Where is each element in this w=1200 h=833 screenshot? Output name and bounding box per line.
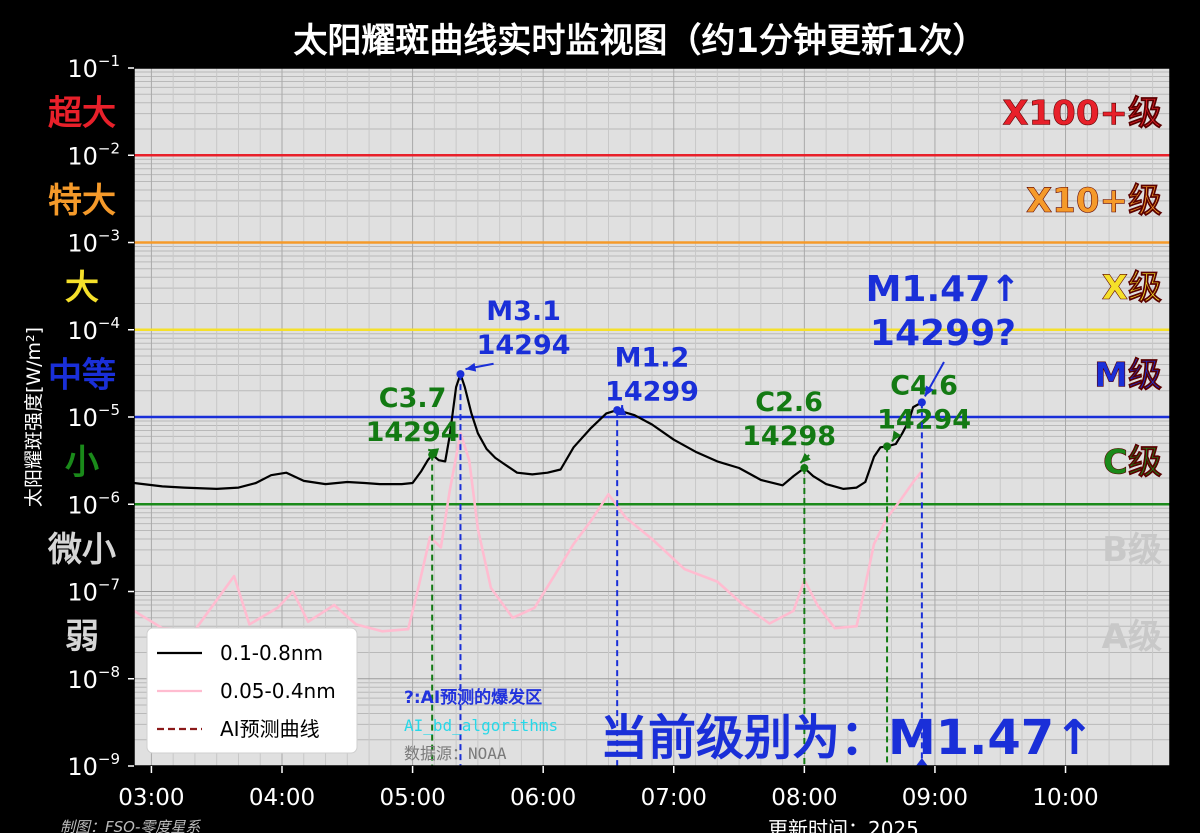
y-axis-label: 太阳耀斑强度[W/m²] xyxy=(23,327,45,507)
flare-arrow-head xyxy=(924,385,934,397)
series-layer xyxy=(133,373,923,633)
legend-box xyxy=(146,627,358,754)
flare-peak-marker xyxy=(456,370,465,379)
left-class-label: 微小 xyxy=(47,530,116,570)
flare-arrow-head xyxy=(800,452,811,464)
current-flare-tick xyxy=(915,758,928,766)
x-tick-label: 03:00 xyxy=(118,785,184,811)
x-tick-label: 06:00 xyxy=(510,785,576,811)
left-class-label: 弱 xyxy=(65,617,99,657)
current-flare-class: M1.47↑ xyxy=(866,269,1021,310)
x-tick-label: 05:00 xyxy=(379,785,445,811)
flare-class-label: C3.7 xyxy=(379,383,447,414)
right-class-label: M级 xyxy=(1094,355,1162,395)
right-class-labels: X100+级 X10+级 X级 M级 C级 B级 A级 xyxy=(1002,93,1162,657)
footer-maker: 制图：FSO-零度星系 xyxy=(60,818,201,833)
flare-class-label: M1.2 xyxy=(615,343,690,374)
current-flare-marker xyxy=(917,398,926,407)
y-tick-label: 10−7 xyxy=(67,576,120,607)
series-line xyxy=(133,432,923,633)
right-class-label: C级 xyxy=(1103,443,1162,483)
flare-peak-marker xyxy=(800,464,809,473)
flare-peak-marker xyxy=(883,442,892,451)
left-class-label: 小 xyxy=(65,443,99,483)
y-tick-label: 10−9 xyxy=(67,750,120,781)
credit-note: AI_bd_algorithms xyxy=(404,716,558,735)
right-class-label: X级 xyxy=(1102,268,1162,308)
flare-region-label: 14294 xyxy=(477,330,571,361)
source-note: 数据源：NOAA xyxy=(404,744,507,763)
flare-class-label: M3.1 xyxy=(486,296,561,327)
x-tick-label: 10:00 xyxy=(1032,785,1098,811)
right-class-label: X10+级 xyxy=(1026,181,1162,221)
flare-arrow-head xyxy=(465,362,477,372)
legend-label: 0.05-0.4nm xyxy=(220,679,336,703)
threshold-lines xyxy=(134,154,1170,506)
series-line xyxy=(133,373,923,490)
right-class-label: X100+级 xyxy=(1002,94,1162,134)
left-class-label: 大 xyxy=(65,268,99,308)
left-class-label: 超大 xyxy=(48,94,116,134)
flare-arrow-head xyxy=(428,448,440,457)
footer-updated: 更新时间：2025 xyxy=(768,817,919,833)
flare-region-label: 14294 xyxy=(877,404,971,435)
chart-title: 太阳耀斑曲线实时监视图（约1分钟更新1次） xyxy=(293,21,986,61)
flare-arrow-head xyxy=(617,405,627,416)
y-tick-label: 10−5 xyxy=(67,401,120,432)
left-class-label: 特大 xyxy=(48,181,116,221)
current-flare-region: 14299? xyxy=(870,313,1016,354)
flare-class-label: C4.6 xyxy=(890,370,958,401)
flare-class-label: C2.6 xyxy=(755,387,823,418)
x-tick-label: 08:00 xyxy=(771,785,837,811)
y-tick-label: 10−2 xyxy=(67,139,120,170)
y-axis: 10−1 10−2 10−3 10−4 10−5 10−6 10−7 10−8 10−9 xyxy=(67,52,134,781)
left-class-label: 中等 xyxy=(48,355,116,395)
flare-region-label: 14298 xyxy=(742,421,836,452)
y-tick-label: 10−6 xyxy=(67,488,120,519)
right-class-label: A级 xyxy=(1102,617,1162,657)
current-level-note: 当前级别为：M1.47↑ xyxy=(600,710,1094,766)
legend: 0.1-0.8nm 0.05-0.4nm AI预测曲线 xyxy=(146,627,358,754)
legend-label: AI预测曲线 xyxy=(220,717,320,741)
legend-label: 0.1-0.8nm xyxy=(220,641,323,665)
ai-zone-note: ?:AI预测的爆发区 xyxy=(404,687,542,708)
y-tick-label: 10−3 xyxy=(67,227,120,258)
x-tick-label: 04:00 xyxy=(249,785,315,811)
y-tick-label: 10−4 xyxy=(67,314,120,345)
x-tick-label: 07:00 xyxy=(641,785,707,811)
flare-region-label: 14294 xyxy=(366,417,460,448)
x-tick-label: 09:00 xyxy=(902,785,968,811)
x-axis: 03:00 04:00 05:00 06:00 07:00 08:00 09:00 10:00 xyxy=(118,766,1099,811)
y-tick-label: 10−8 xyxy=(67,663,120,694)
y-tick-label: 10−1 xyxy=(67,52,120,83)
flare-arrow-head xyxy=(892,430,902,442)
notes: ?:AI预测的爆发区 AI_bd_algorithms 数据源：NOAA 当前级… xyxy=(404,687,1094,766)
right-class-label: B级 xyxy=(1102,530,1162,570)
flare-region-label: 14299 xyxy=(605,377,699,408)
